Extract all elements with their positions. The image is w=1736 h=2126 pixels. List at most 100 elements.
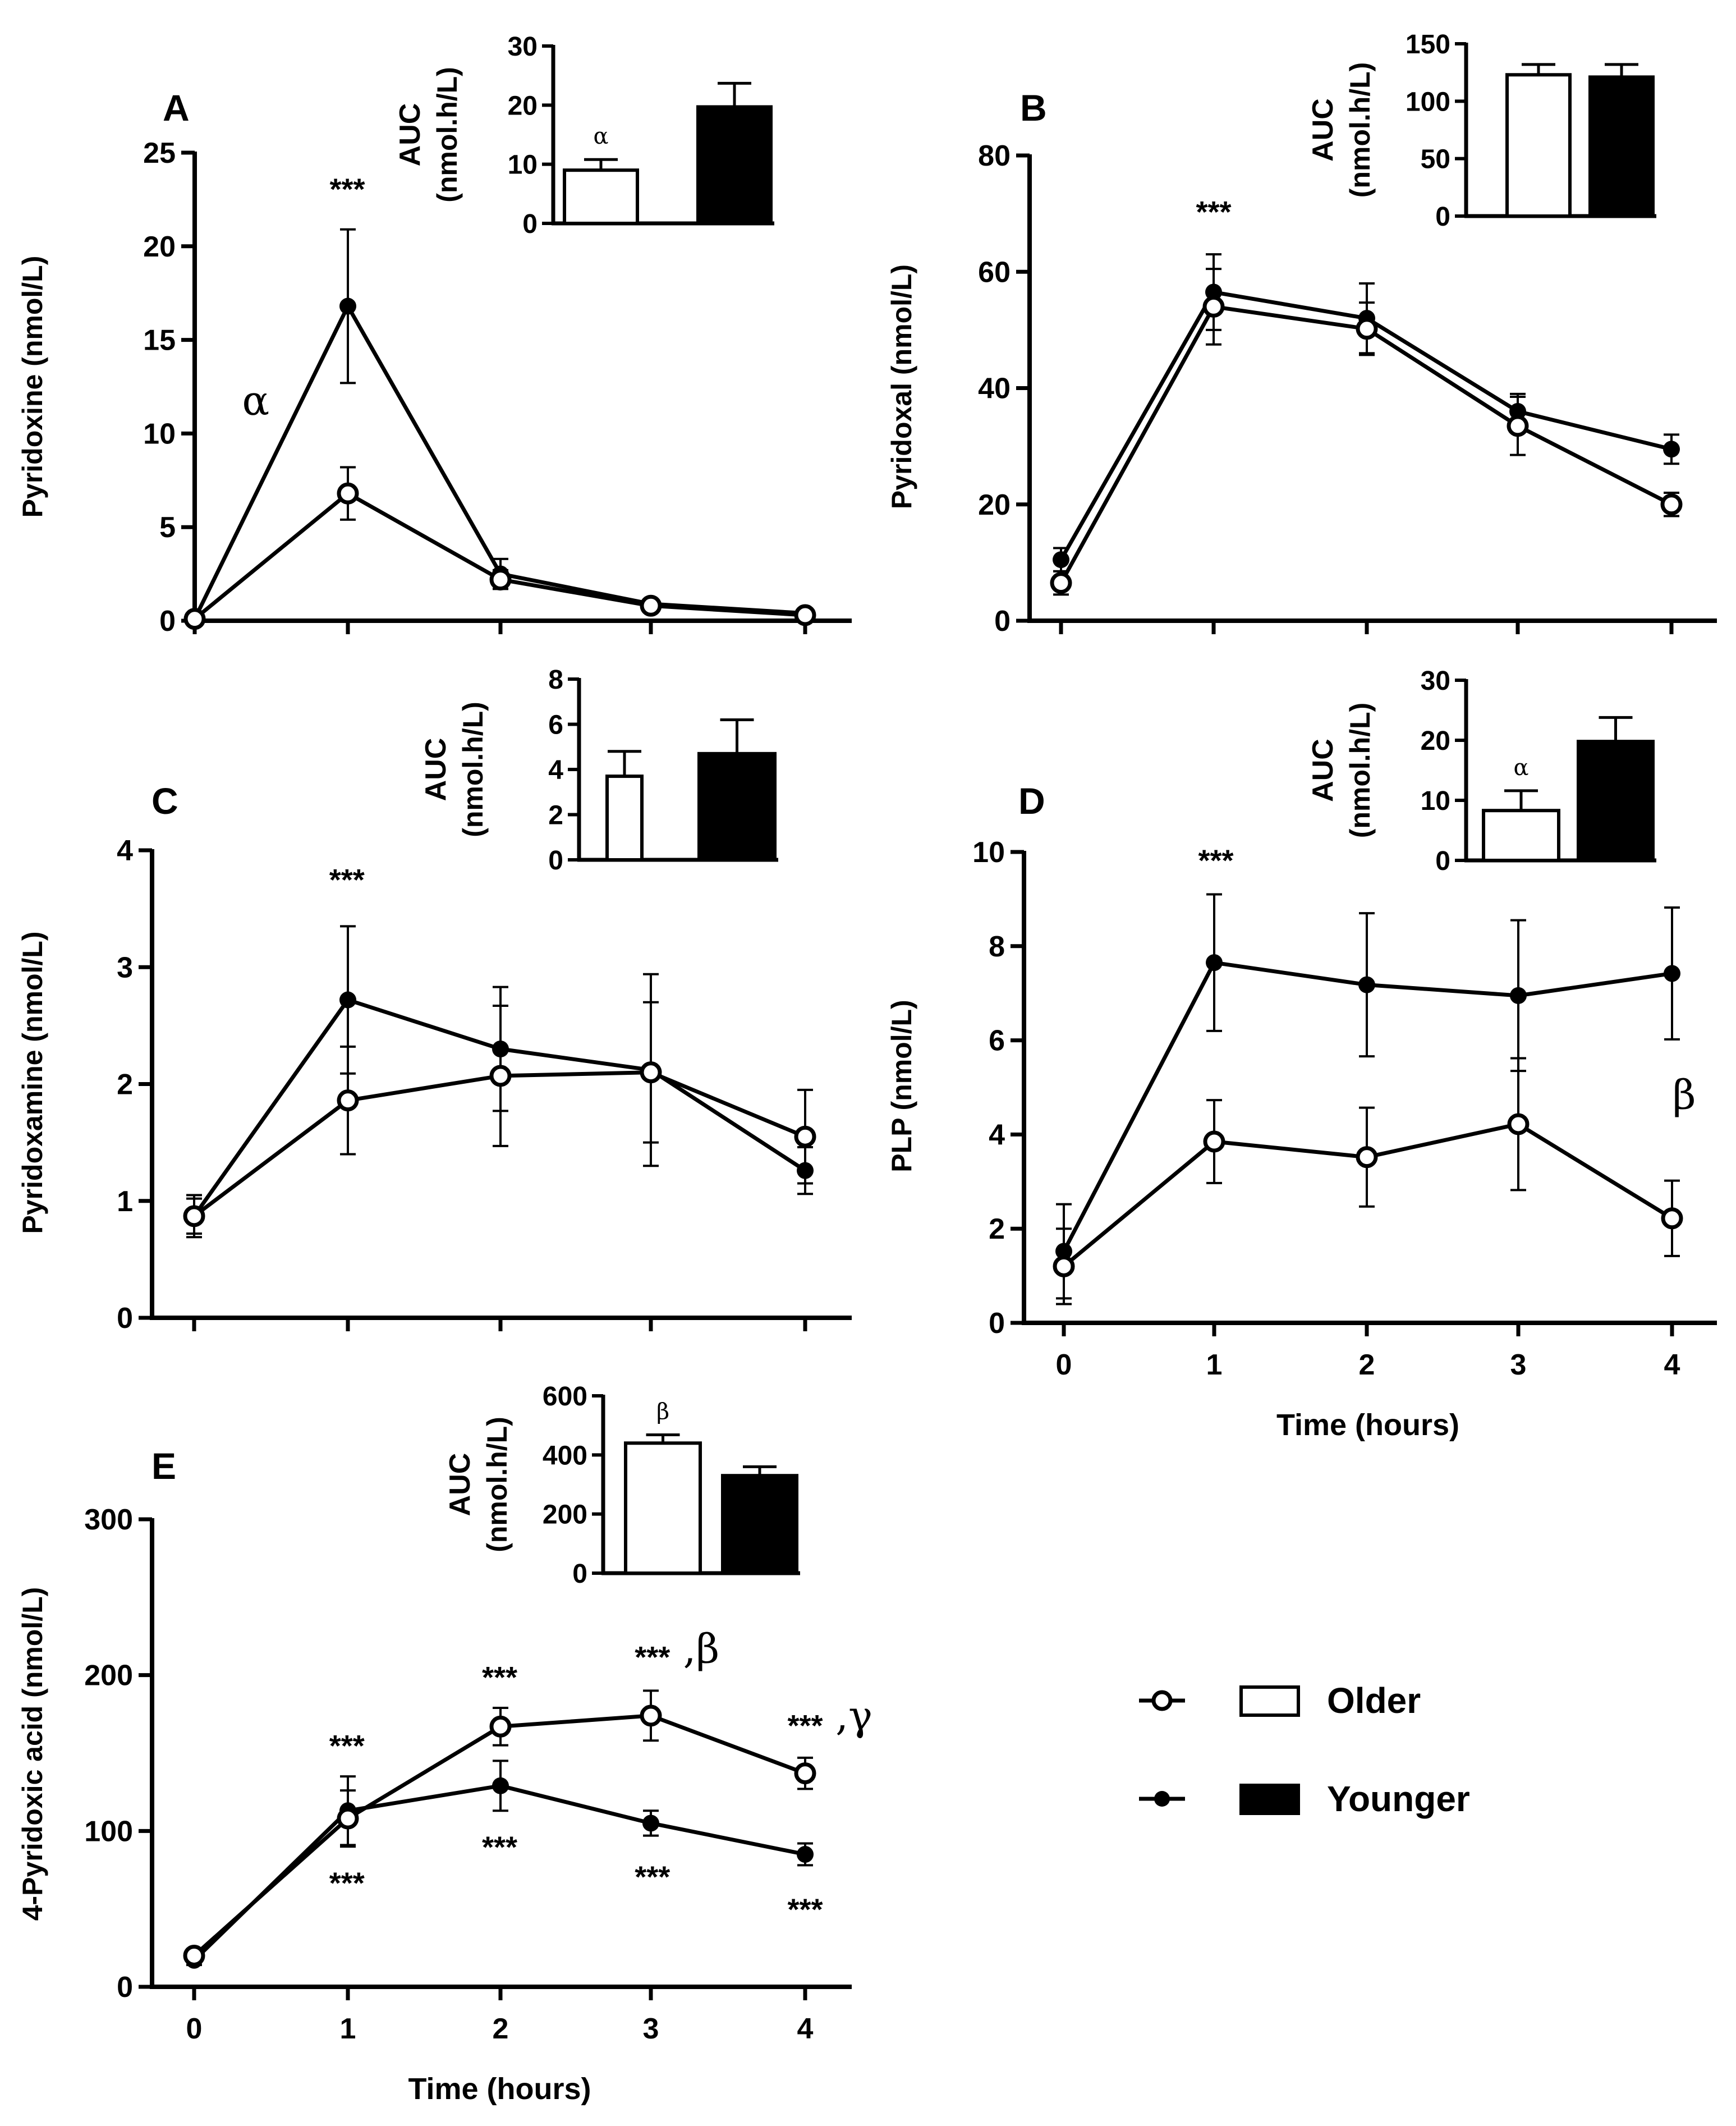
data-point-open xyxy=(489,569,512,591)
significance-stars: *** xyxy=(482,1661,517,1694)
inset-y-label: AUC xyxy=(1307,739,1339,802)
significance-stars: *** xyxy=(635,1641,670,1674)
legend-marker-filled xyxy=(1154,1791,1170,1807)
greek-annotation: ,γ xyxy=(835,1692,872,1739)
series-younger xyxy=(186,228,814,627)
data-point-filled xyxy=(797,1845,814,1863)
x-tick-label: 3 xyxy=(1510,1349,1527,1381)
data-point-open xyxy=(1661,1207,1683,1230)
legend-marker-open xyxy=(1151,1690,1173,1711)
y-axis-label: Pyridoxal (nmol/L) xyxy=(886,264,917,509)
series-older xyxy=(183,1689,816,1967)
significance-stars: *** xyxy=(787,1709,823,1743)
series-older xyxy=(1053,1057,1683,1305)
significance-stars: *** xyxy=(329,1866,365,1900)
x-tick-label: 0 xyxy=(1056,1349,1072,1381)
x-tick-label: 3 xyxy=(643,2013,659,2045)
series-older xyxy=(183,466,816,630)
data-point-open xyxy=(1507,1113,1530,1135)
data-point-filled xyxy=(492,1777,509,1794)
inset-y-tick-label: 4 xyxy=(548,755,563,785)
y-tick-label: 300 xyxy=(84,1504,133,1536)
inset-bar-younger xyxy=(1577,740,1655,863)
x-tick-label: 1 xyxy=(340,2013,356,2045)
panel-label: E xyxy=(151,1445,176,1487)
y-tick-label: 5 xyxy=(159,511,176,544)
inset-bar-younger xyxy=(696,105,773,225)
panel-c: C 0 1 2 3 4 Pyridoxamine (nmol/L) *** 0 2 4 6 8 AUC (n… xyxy=(17,665,852,1335)
data-point-open xyxy=(640,594,662,617)
y-tick-label: 0 xyxy=(117,1971,133,2004)
greek-annotation: α xyxy=(242,377,269,424)
y-tick-label: 3 xyxy=(117,951,133,984)
y-axis-label: Pyridoxamine (nmol/L) xyxy=(17,932,48,1234)
inset-y-label: (nmol.h/L) xyxy=(1344,703,1376,839)
data-point-open xyxy=(640,1061,662,1084)
significance-stars: *** xyxy=(1196,195,1231,229)
y-tick-label: 100 xyxy=(84,1815,133,1848)
data-point-open xyxy=(1660,493,1683,516)
inset-bar-annotation: α xyxy=(593,123,608,149)
inset-y-tick-label: 2 xyxy=(548,801,563,831)
y-tick-label: 4 xyxy=(117,835,133,867)
y-tick-label: 0 xyxy=(159,605,176,638)
y-tick-label: 200 xyxy=(84,1660,133,1692)
data-point-filled xyxy=(1053,551,1069,569)
data-point-open xyxy=(1203,1130,1225,1153)
y-tick-label: 20 xyxy=(978,489,1011,521)
x-axis-label: Time (hours) xyxy=(408,2072,591,2106)
y-tick-label: 0 xyxy=(117,1302,133,1335)
significance-stars: *** xyxy=(1198,844,1233,878)
significance-stars: *** xyxy=(329,863,365,897)
data-point-open xyxy=(794,1762,816,1785)
panel-a: A 0 5 10 15 20 25 Pyridoxine (nmol/L) *** α 0 10 20 3… xyxy=(17,32,852,638)
inset-y-label: (nmol.h/L) xyxy=(1344,62,1376,198)
inset-auc-chart: 0 200 400 600 β AUC (nmol.h/L) xyxy=(444,1382,800,1589)
y-tick-label: 80 xyxy=(978,140,1011,172)
data-point-filled xyxy=(1206,954,1223,972)
significance-stars: *** xyxy=(635,1860,670,1894)
data-point-open xyxy=(489,1715,512,1738)
series-older xyxy=(1050,268,1683,596)
y-tick-label: 0 xyxy=(989,1307,1005,1340)
inset-y-tick-label: 100 xyxy=(1406,87,1450,117)
data-point-filled xyxy=(642,1815,659,1832)
data-point-open xyxy=(183,608,206,630)
inset-y-tick-label: 400 xyxy=(543,1441,587,1470)
y-tick-label: 20 xyxy=(143,231,176,263)
y-tick-label: 2 xyxy=(117,1069,133,1101)
inset-y-label: AUC xyxy=(1307,98,1339,162)
inset-y-tick-label: 200 xyxy=(543,1500,587,1530)
x-tick-label: 1 xyxy=(1206,1349,1223,1381)
inset-y-tick-label: 10 xyxy=(1421,786,1450,816)
inset-y-label: AUC xyxy=(444,1453,476,1516)
data-point-open xyxy=(337,1089,359,1112)
data-point-open xyxy=(1053,1255,1075,1277)
y-tick-label: 15 xyxy=(143,324,176,357)
inset-y-tick-label: 6 xyxy=(548,711,563,740)
inset-auc-chart: 0 10 20 30 α AUC (nmol.h/L) xyxy=(394,32,774,239)
inset-bar-younger xyxy=(721,1474,798,1575)
y-tick-label: 60 xyxy=(978,256,1011,288)
data-point-open xyxy=(640,1705,662,1727)
inset-y-tick-label: 0 xyxy=(522,209,538,239)
y-tick-label: 4 xyxy=(989,1119,1005,1151)
inset-y-tick-label: 0 xyxy=(1435,202,1450,232)
inset-bar-older xyxy=(1482,809,1560,862)
y-axis-label: Pyridoxine (nmol/L) xyxy=(17,256,48,518)
y-tick-label: 0 xyxy=(994,605,1011,638)
inset-y-tick-label: 30 xyxy=(508,32,538,62)
data-point-open xyxy=(1356,318,1378,340)
data-point-open xyxy=(794,604,816,626)
inset-y-tick-label: 8 xyxy=(548,665,563,695)
inset-y-label: (nmol.h/L) xyxy=(481,1417,513,1552)
data-point-filled xyxy=(339,297,356,315)
inset-y-tick-label: 50 xyxy=(1421,145,1450,175)
data-point-open xyxy=(1507,415,1529,437)
greek-annotation: β xyxy=(1673,1071,1696,1118)
data-point-filled xyxy=(1510,987,1527,1004)
greek-annotation: ,β xyxy=(683,1625,720,1672)
data-point-open xyxy=(183,1205,205,1227)
data-point-filled xyxy=(1664,965,1680,982)
data-point-open xyxy=(183,1944,205,1967)
